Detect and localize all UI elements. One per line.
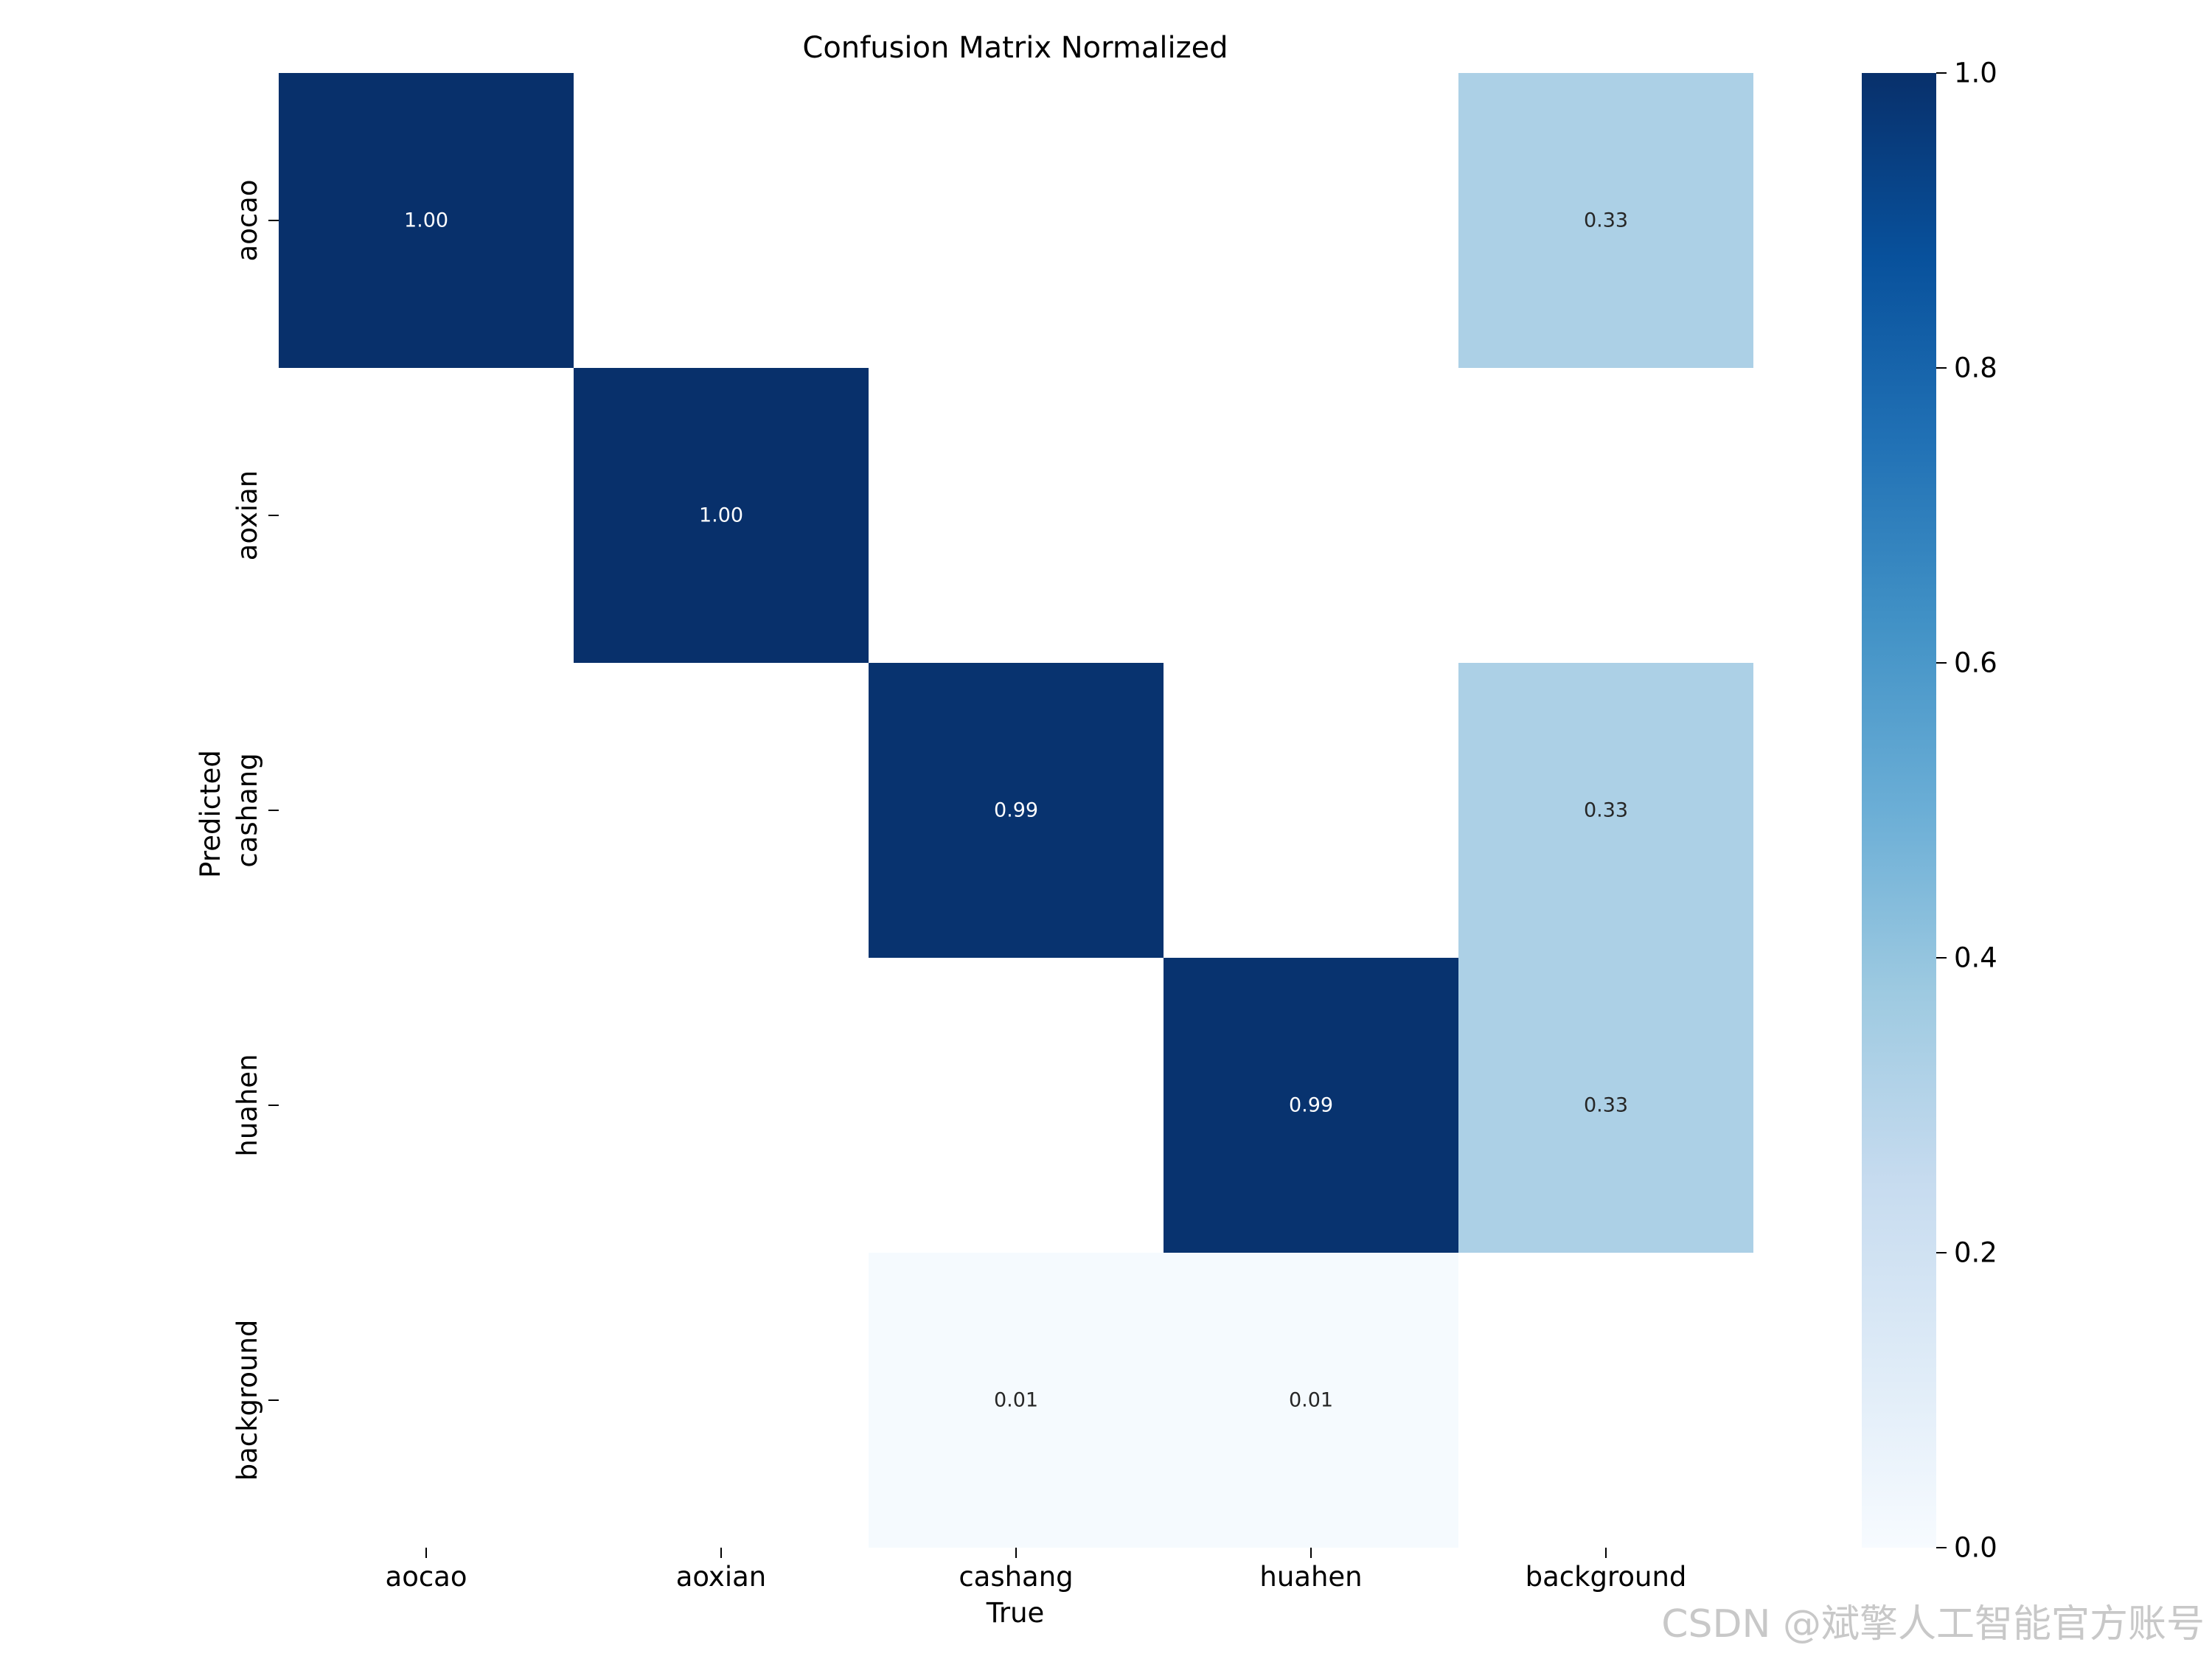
- cell-value-label: 0.33: [1584, 209, 1628, 232]
- x-axis-ticks: aocao aoxian cashang huahen background: [386, 1548, 1687, 1593]
- heatmap-cell-labels: 1.00 0.33 1.00 0.99 0.33 0.99 0.33 0.01 0.01: [404, 209, 1628, 1412]
- cell-value-label: 0.01: [994, 1389, 1038, 1412]
- colorbar: [1862, 73, 1936, 1548]
- y-axis-label: Predicted: [195, 750, 226, 878]
- y-tick-label: background: [232, 1320, 263, 1481]
- y-tick-label: cashang: [232, 753, 263, 867]
- heatmap-cell: [869, 1253, 1164, 1548]
- colorbar-tick-label: 0.0: [1954, 1532, 1997, 1564]
- x-tick-label: background: [1526, 1561, 1687, 1593]
- watermark-text: CSDN @斌擎人工智能官方账号: [1661, 1602, 2205, 1646]
- x-tick-label: aocao: [386, 1561, 467, 1593]
- colorbar-tick-label: 0.8: [1954, 352, 1997, 384]
- cell-value-label: 1.00: [699, 504, 743, 527]
- cell-value-label: 0.99: [994, 799, 1038, 822]
- x-tick-label: cashang: [959, 1561, 1073, 1593]
- x-axis-label: True: [986, 1597, 1045, 1629]
- cell-value-label: 1.00: [404, 209, 448, 232]
- y-tick-label: huahen: [232, 1054, 263, 1156]
- x-tick-label: huahen: [1259, 1561, 1362, 1593]
- heatmap-cell: [574, 368, 869, 663]
- colorbar-tick-label: 1.0: [1954, 58, 1997, 89]
- y-tick-label: aoxian: [232, 470, 263, 560]
- heatmap-cell: [1458, 958, 1753, 1253]
- chart-title: Confusion Matrix Normalized: [802, 31, 1228, 65]
- colorbar-tick-label: 0.2: [1954, 1237, 1997, 1269]
- heatmap-cell: [869, 663, 1164, 958]
- heatmap-cell: [279, 73, 574, 368]
- colorbar-tick-label: 0.4: [1954, 942, 1997, 974]
- cell-value-label: 0.01: [1289, 1389, 1333, 1412]
- heatmap-cell: [1458, 73, 1753, 368]
- y-axis-ticks: aocao aoxian cashang huahen background: [232, 180, 279, 1481]
- heatmap-cells: [279, 73, 1753, 1548]
- cell-value-label: 0.99: [1289, 1094, 1333, 1117]
- heatmap-cell: [1164, 1253, 1458, 1548]
- heatmap-cell: [1458, 663, 1753, 958]
- heatmap-cell: [1164, 958, 1458, 1253]
- y-tick-label: aocao: [232, 180, 263, 262]
- colorbar-tick-label: 0.6: [1954, 647, 1997, 679]
- cell-value-label: 0.33: [1584, 1094, 1628, 1117]
- colorbar-ticks: 0.0 0.2 0.4 0.6 0.8 1.0: [1936, 58, 1997, 1564]
- x-tick-label: aoxian: [676, 1561, 766, 1593]
- cell-value-label: 0.33: [1584, 799, 1628, 822]
